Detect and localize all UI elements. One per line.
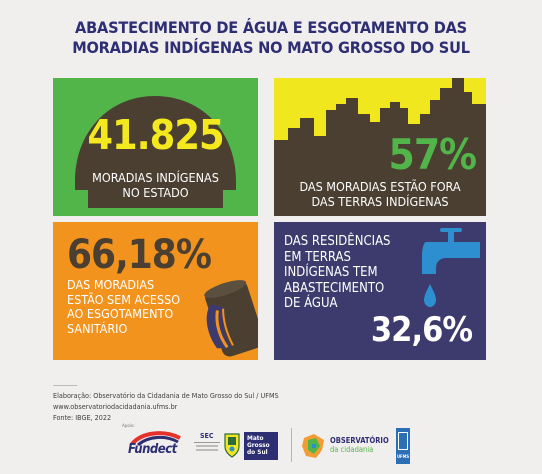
outside-caption: DAS MORADIAS ESTÃO FORA DAS TERRAS INDÍG… xyxy=(274,179,486,209)
ms-logo-text: Mato Grosso do Sul xyxy=(247,435,270,456)
sewage-caption-line-3: AO ESGOTAMENTO xyxy=(67,306,174,321)
outside-value: 57% xyxy=(388,130,477,179)
water-caption: DAS RESIDÊNCIAS EM TERRAS INDÍGENAS TEM … xyxy=(284,234,424,312)
sec-logo: SEC xyxy=(194,432,222,462)
panel-households: 41.825 MORADIAS INDÍGENAS NO ESTADO xyxy=(53,78,258,216)
outside-caption-line-2: DAS TERRAS INDÍGENAS xyxy=(311,194,449,209)
water-caption-line-5: DE ÁGUA xyxy=(284,296,338,311)
faucet-icon xyxy=(422,228,480,307)
credit-line-2: www.observatoriodacidadania.ufms.br xyxy=(53,402,178,411)
panel-sewage: 66,18% DAS MORADIAS ESTÃO SEM ACESSO AO … xyxy=(53,222,258,360)
sewage-caption-line-2: ESTÃO SEM ACESSO xyxy=(67,291,181,307)
sewage-caption: DAS MORADIAS ESTÃO SEM ACESSO AO ESGOTAM… xyxy=(67,277,207,336)
observatorio-map-icon xyxy=(302,434,324,458)
sewage-caption-line-1: DAS MORADIAS xyxy=(67,277,155,292)
water-caption-line-4: ABASTECIMENTO xyxy=(284,280,385,296)
observatorio-line-1: OBSERVATÓRIO xyxy=(330,436,389,445)
title-line-1: ABASTECIMENTO DE ÁGUA E ESGOTAMENTO DAS xyxy=(75,18,467,37)
sewage-pipe-icon xyxy=(204,280,258,357)
credit-line-1: Elaboração: Observatório da Cidadania de… xyxy=(53,391,279,400)
sec-fineprint-1 xyxy=(196,445,218,447)
water-caption-line-1: DAS RESIDÊNCIAS xyxy=(284,234,391,249)
ms-logo-line-2: Grosso xyxy=(247,441,270,449)
outside-caption-line-1: DAS MORADIAS ESTÃO FORA xyxy=(299,179,461,194)
sec-underline xyxy=(194,442,220,443)
fundect-logo: Fundect xyxy=(120,430,184,464)
logo-separator xyxy=(291,428,292,462)
observatorio-line-2: da cidadania xyxy=(330,445,374,454)
ufms-emblem xyxy=(398,432,408,450)
fundect-arc-icon xyxy=(130,431,181,446)
ms-logo-line-3: do Sul xyxy=(247,448,268,456)
ms-logo-line-1: Mato xyxy=(247,434,264,442)
divider xyxy=(53,385,77,386)
water-caption-line-3: INDÍGENAS TEM xyxy=(284,265,378,280)
water-value: 32,6% xyxy=(370,310,473,350)
households-caption: MORADIAS INDÍGENAS NO ESTADO xyxy=(53,170,258,200)
page-title: ABASTECIMENTO DE ÁGUA E ESGOTAMENTO DAS … xyxy=(0,18,542,58)
ufms-text: UFMS xyxy=(396,454,410,459)
coat-of-arms-icon xyxy=(224,433,240,458)
panel-water: DAS RESIDÊNCIAS EM TERRAS INDÍGENAS TEM … xyxy=(274,222,486,360)
credit-line-3: Fonte: IBGE, 2022 xyxy=(53,413,112,422)
title-line-2: MORADIAS INDÍGENAS NO MATO GROSSO DO SUL xyxy=(72,38,470,57)
panel-outside: 57% DAS MORADIAS ESTÃO FORA DAS TERRAS I… xyxy=(274,78,486,216)
apoio-label: Apoio: xyxy=(122,424,135,429)
sec-fineprint-2 xyxy=(196,449,218,451)
observatorio-text: OBSERVATÓRIO da cidadania xyxy=(330,436,389,454)
city-skyline-icon xyxy=(274,78,486,216)
observatorio-logo: OBSERVATÓRIO da cidadania xyxy=(298,430,394,464)
hut-icon xyxy=(75,96,236,208)
fundect-text: Fundect xyxy=(128,442,177,457)
ms-coat-of-arms xyxy=(222,432,242,458)
households-caption-line-2: NO ESTADO xyxy=(122,185,189,200)
sewage-caption-line-4: SANITÁRIO xyxy=(67,320,128,336)
ufms-logo: UFMS xyxy=(396,428,410,464)
sewage-value: 66,18% xyxy=(67,232,212,278)
sec-text: SEC xyxy=(200,432,214,440)
credits: Elaboração: Observatório da Cidadania de… xyxy=(53,390,279,423)
water-caption-line-2: EM TERRAS xyxy=(284,249,351,265)
ms-government-logo: Mato Grosso do Sul xyxy=(244,432,278,460)
households-value: 41.825 xyxy=(87,111,224,159)
households-caption-line-1: MORADIAS INDÍGENAS xyxy=(92,170,219,185)
